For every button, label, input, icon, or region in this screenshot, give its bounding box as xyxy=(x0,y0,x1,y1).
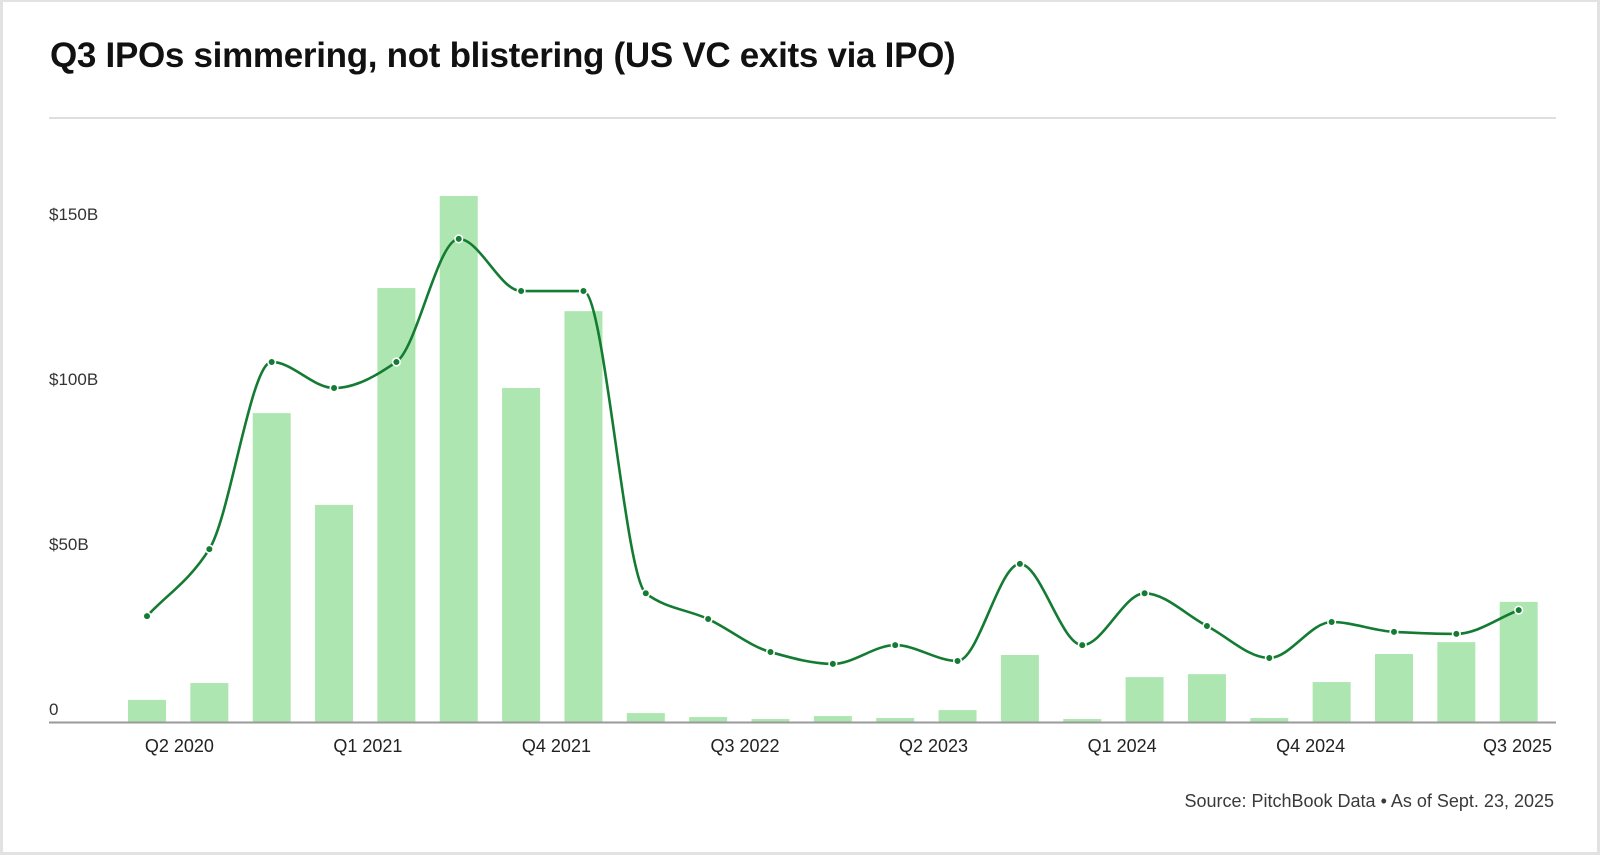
line-point-q2-2024 xyxy=(1202,621,1212,631)
y-tick-label: $50B xyxy=(49,535,89,554)
x-tick-label: Q4 2021 xyxy=(522,736,591,756)
bar-q1-2024 xyxy=(1125,677,1164,722)
line-point-q4-2021 xyxy=(578,286,589,296)
bar-q4-2023 xyxy=(1063,719,1102,722)
x-tick-label: Q1 2024 xyxy=(1088,736,1157,756)
line-point-q2-2025 xyxy=(1451,629,1461,639)
bar-q3-2023 xyxy=(1000,655,1039,722)
title-separator xyxy=(49,117,1556,119)
x-tick-label: Q4 2024 xyxy=(1276,736,1345,756)
x-tick-label: Q3 2025 xyxy=(1483,736,1552,756)
x-tick-label: Q1 2021 xyxy=(333,736,402,756)
y-tick-label: 0 xyxy=(49,700,58,719)
line-point-q3-2020 xyxy=(267,357,277,367)
line-point-q1-2020 xyxy=(142,611,152,621)
line-point-q2-2021 xyxy=(454,234,464,244)
bar-q4-2021 xyxy=(564,311,603,722)
line-point-q2-2022 xyxy=(703,614,713,624)
line-point-q4-2022 xyxy=(828,659,838,669)
bar-q2-2023 xyxy=(938,710,977,722)
bar-q3-2020 xyxy=(252,413,291,722)
line-point-q1-2022 xyxy=(641,588,651,598)
bar-q2-2024 xyxy=(1187,674,1226,722)
line-point-q4-2024 xyxy=(1327,617,1337,627)
line-point-q2-2023 xyxy=(952,656,963,666)
bar-q4-2024 xyxy=(1312,682,1351,722)
line-point-q3-2022 xyxy=(765,647,776,657)
bar-series xyxy=(128,195,1538,723)
bar-q1-2022 xyxy=(626,713,665,722)
line-point-q3-2021 xyxy=(516,286,526,296)
source-note: Source: PitchBook Data • As of Sept. 23,… xyxy=(1184,791,1554,811)
x-tick-label: Q2 2020 xyxy=(145,736,214,756)
line-point-q4-2023 xyxy=(1077,640,1087,650)
bar-q2-2025 xyxy=(1437,642,1476,722)
line-point-q3-2024 xyxy=(1264,653,1274,663)
bar-q3-2021 xyxy=(502,388,541,722)
line-point-q1-2024 xyxy=(1139,588,1150,598)
y-tick-label: $150B xyxy=(49,205,98,224)
line-point-q1-2023 xyxy=(890,640,900,650)
x-tick-label: Q3 2022 xyxy=(710,736,779,756)
bar-q2-2021 xyxy=(439,195,478,723)
bar-q1-2021 xyxy=(377,288,416,722)
line-point-q1-2025 xyxy=(1389,627,1399,637)
line-point-q1-2021 xyxy=(391,357,402,367)
bar-q3-2025 xyxy=(1499,601,1538,722)
bar-q3-2024 xyxy=(1250,718,1289,722)
bar-q4-2020 xyxy=(315,504,354,722)
x-tick-label: Q2 2023 xyxy=(899,736,968,756)
line-point-q4-2020 xyxy=(329,383,339,393)
x-axis-ticks: Q2 2020 Q1 2021 Q4 2021 Q3 2022 Q2 2023 Q1 20… xyxy=(145,736,1552,756)
line-point-q2-2020 xyxy=(204,544,214,554)
bar-q3-2022 xyxy=(751,719,790,722)
bar-q4-2022 xyxy=(813,716,852,722)
line-series-markers xyxy=(142,234,1524,669)
bar-q1-2020 xyxy=(128,699,166,722)
bar-q1-2025 xyxy=(1375,654,1413,722)
line-point-q3-2025 xyxy=(1514,605,1524,615)
y-tick-label: $100B xyxy=(49,370,98,389)
bar-q2-2022 xyxy=(689,717,728,722)
bar-q2-2020 xyxy=(190,683,229,722)
y-axis-ticks: 0 $50B $100B $150B xyxy=(49,205,98,719)
bar-q1-2023 xyxy=(876,718,915,722)
line-point-q3-2023 xyxy=(1015,559,1025,569)
chart-title: Q3 IPOs simmering, not blistering (US VC… xyxy=(50,36,956,75)
